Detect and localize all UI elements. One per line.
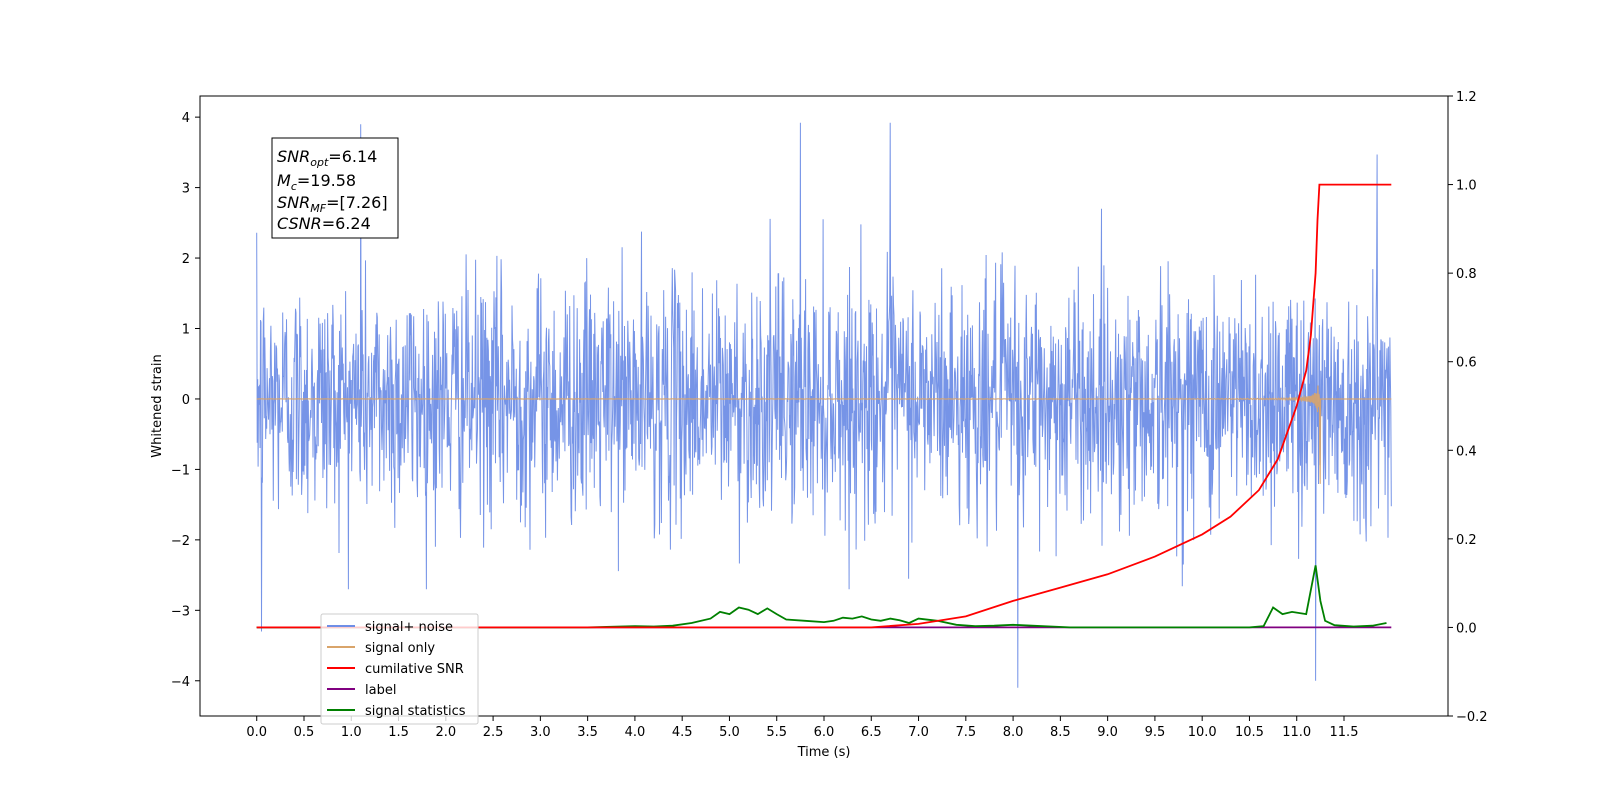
x-tick-label: 4.5 (672, 725, 693, 740)
series-signal-noise-line (256, 122, 1392, 688)
x-tick-label: 0.0 (246, 725, 267, 740)
annotation-csnr: CSNR=6.24 (277, 214, 371, 233)
y-left-tick-label: −4 (171, 675, 190, 690)
x-axis: 0.0 0.5 1.0 1.5 2.0 2.5 3.0 3.5 4.0 4.5 5.0 5.5 6.0 6… (246, 716, 1358, 740)
x-tick-label: 6.5 (861, 725, 882, 740)
y-axis-title: Whitened strain (150, 354, 165, 457)
x-tick-label: 7.5 (955, 725, 976, 740)
x-tick-label: 5.5 (766, 725, 787, 740)
y-right-tick-label: 0.6 (1456, 356, 1477, 371)
x-tick-label: 1.0 (341, 725, 362, 740)
y-left-tick-label: −2 (171, 534, 190, 549)
x-tick-label: 2.0 (435, 725, 456, 740)
x-tick-label: 8.0 (1003, 725, 1024, 740)
series-signal-statistics-line (256, 565, 1387, 629)
series-cumulative-snr-line (256, 183, 1392, 629)
x-tick-label: 5.0 (719, 725, 740, 740)
y-right-tick-label: 0.2 (1456, 533, 1477, 548)
annotation-snr-mf: SNRMF=[7.26] (277, 193, 388, 215)
x-tick-label: 9.0 (1097, 725, 1118, 740)
x-tick-label: 9.5 (1145, 725, 1166, 740)
x-axis-title: Time (s) (797, 745, 851, 760)
y-left-tick-label: 4 (182, 111, 190, 126)
y-left-tick-label: 2 (182, 252, 190, 267)
x-tick-label: 8.5 (1050, 725, 1071, 740)
y-right-tick-label: 1.0 (1456, 179, 1477, 194)
y-left-tick-label: 1 (182, 323, 190, 338)
x-tick-label: 0.5 (294, 725, 315, 740)
legend-label-cumulative-snr: cumilative SNR (365, 662, 464, 677)
legend-box (320, 613, 479, 725)
x-tick-label: 6.0 (814, 725, 835, 740)
y-right-tick-label: 0.0 (1456, 621, 1477, 636)
y-right-tick-label: 0.4 (1456, 444, 1477, 459)
legend-label-signal-statistics: signal statistics (365, 704, 466, 719)
x-tick-label: 10.5 (1235, 725, 1264, 740)
stats-annotation: SNRopt=6.14 Mc=19.58 SNRMF=[7.26] CSNR=6… (271, 137, 399, 239)
y-axis-right: 1.2 1.0 0.8 0.6 0.4 0.2 0.0 −0.2 (1448, 90, 1488, 725)
x-tick-label: 1.5 (388, 725, 409, 740)
x-tick-label: 4.0 (625, 725, 646, 740)
legend-label-signal-only: signal only (365, 641, 435, 656)
y-axis-left: 4 3 2 1 0 −1 −2 −3 −4 (171, 111, 200, 690)
x-tick-label: 11.0 (1282, 725, 1311, 740)
y-right-tick-label: 0.8 (1456, 267, 1477, 282)
x-tick-label: 11.5 (1330, 725, 1359, 740)
series-signal-only-line (256, 385, 1392, 484)
legend-label-signal-noise: signal+ noise (365, 620, 453, 635)
x-tick-label: 3.0 (530, 725, 551, 740)
annotation-snr-opt: SNRopt=6.14 (277, 147, 377, 169)
y-left-tick-label: −3 (171, 604, 190, 619)
annotation-mc: Mc=19.58 (277, 171, 356, 193)
x-tick-label: 3.5 (577, 725, 598, 740)
x-tick-label: 10.0 (1188, 725, 1217, 740)
y-left-tick-label: 3 (182, 182, 190, 197)
annotation-box (271, 137, 399, 239)
y-right-tick-label: 1.2 (1456, 90, 1477, 105)
legend: signal+ noise signal only cumilative SNR… (320, 613, 479, 725)
x-tick-label: 7.0 (908, 725, 929, 740)
y-left-tick-label: 0 (182, 393, 190, 408)
y-right-tick-label: −0.2 (1456, 710, 1488, 725)
x-tick-label: 2.5 (483, 725, 504, 740)
y-left-tick-label: −1 (171, 463, 190, 478)
legend-label-label: label (365, 683, 396, 698)
